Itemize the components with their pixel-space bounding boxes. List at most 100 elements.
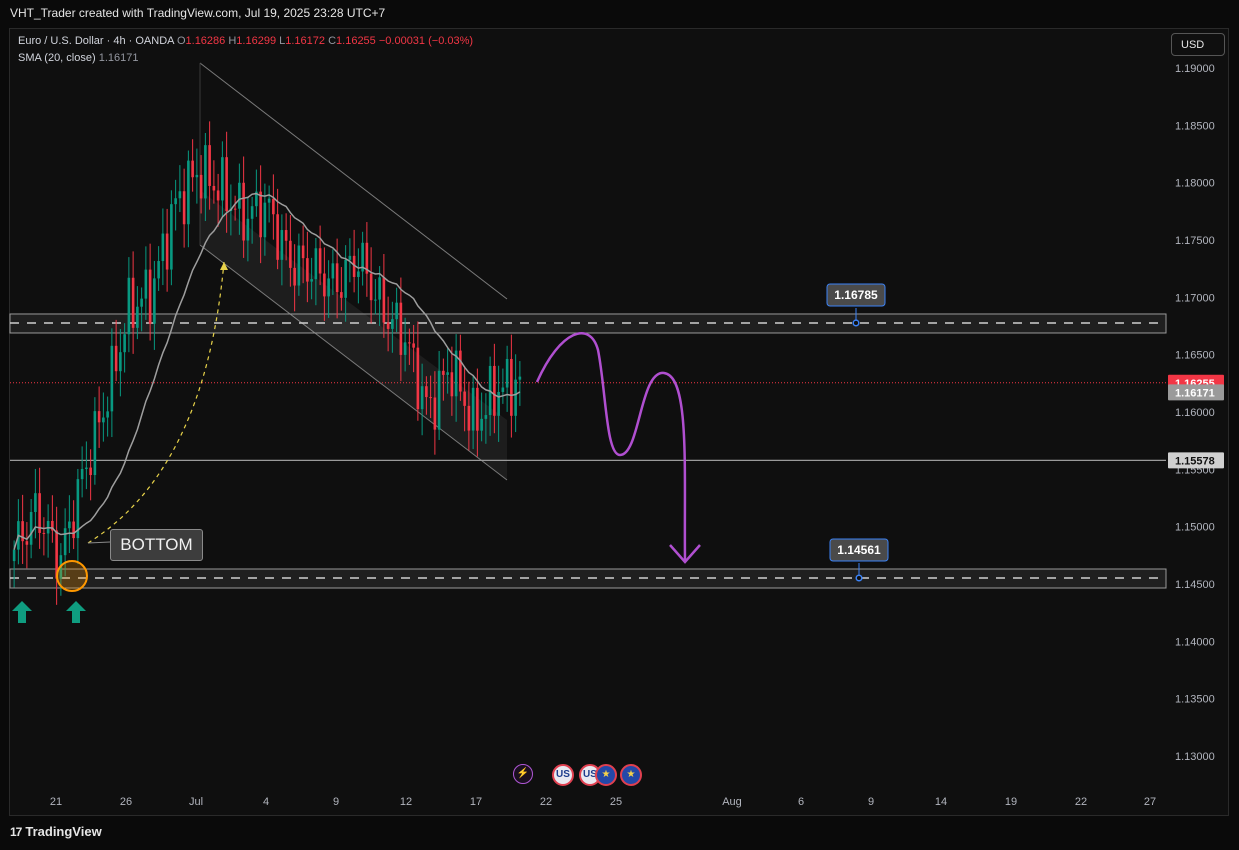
candle-body (463, 391, 466, 406)
resistance-callout-box[interactable] (826, 283, 886, 307)
candle-body (391, 319, 394, 329)
axis-price-badge-text: 1.16171 (1175, 387, 1215, 399)
channel-lower-line[interactable] (199, 244, 508, 481)
symbol-name[interactable]: Euro / U.S. Dollar · 4h · OANDA (18, 35, 174, 47)
candle-body (216, 190, 220, 201)
projection-path[interactable] (535, 331, 687, 561)
channel-upper-line[interactable] (199, 62, 508, 300)
candle-body (327, 278, 330, 297)
candle-body (331, 263, 335, 279)
time-tick-label: 22 (540, 796, 552, 808)
candle-body (85, 467, 88, 470)
candle-body (131, 277, 135, 328)
bottom-label-connector (87, 541, 111, 544)
candle-body (136, 306, 139, 328)
candle-body (416, 347, 420, 410)
candle-body (161, 233, 165, 262)
channel-fill (200, 190, 507, 480)
sma-line[interactable] (13, 192, 521, 550)
candle-body (348, 255, 352, 260)
candle-body (263, 202, 267, 238)
eu-flag-icon[interactable]: ★ (620, 764, 642, 786)
candle-body (187, 160, 190, 225)
candle-body (42, 532, 46, 534)
candle-body (480, 418, 483, 431)
resistance-callout-anchor[interactable] (852, 319, 860, 327)
candle-body (68, 521, 71, 529)
ohlc-legend: Euro / U.S. Dollar · 4h · OANDA O1.16286… (18, 35, 473, 47)
bottom-circle-marker[interactable] (56, 560, 88, 592)
tradingview-logo[interactable]: 17 TradingView (10, 824, 102, 839)
us-flag-icon[interactable]: US (552, 764, 574, 786)
candle-body (280, 230, 284, 260)
candle-body (191, 160, 194, 178)
candle-body (505, 358, 509, 388)
currency-button[interactable]: USD (1171, 33, 1225, 56)
candle-body (102, 417, 105, 423)
close-label: C (328, 35, 337, 47)
support-callout-box[interactable] (829, 538, 889, 562)
candle-body (344, 259, 347, 298)
candle-body (242, 182, 245, 241)
candle-body (204, 145, 207, 199)
candle-body (123, 334, 126, 353)
candle-body (335, 263, 339, 293)
lightning-icon[interactable]: ⚡ (513, 764, 533, 784)
support-callout-anchor[interactable] (855, 574, 863, 582)
low-label: L (279, 35, 286, 47)
candle-body (195, 174, 199, 178)
candle-body (34, 493, 37, 513)
open-label: O (176, 35, 186, 47)
time-tick-label: 26 (120, 796, 132, 808)
candle-body (454, 350, 458, 397)
eu-flag-icon[interactable]: ★ (595, 764, 617, 786)
candle-body (323, 273, 326, 297)
candle-body (63, 528, 67, 556)
bottom-annotation-label[interactable]: BOTTOM (110, 529, 203, 561)
candle-body (437, 370, 441, 430)
candle-body (467, 405, 471, 431)
axis-price-badge (1168, 452, 1224, 469)
candle-body (21, 521, 24, 542)
candle-body (153, 278, 156, 324)
candle-body (80, 469, 84, 480)
green-up-arrow-icon[interactable] (11, 600, 33, 624)
candle-body (471, 387, 475, 431)
projection-arrowhead (669, 544, 701, 564)
candle-body (148, 269, 152, 324)
sma-legend[interactable]: SMA (20, close) 1.16171 (18, 52, 138, 64)
candle-body (318, 248, 322, 274)
candle-body (306, 258, 309, 282)
tradingview-logo-icon: 17 (10, 825, 22, 839)
candle-body (484, 415, 488, 419)
candle-body (412, 343, 415, 348)
candle-body (429, 397, 432, 399)
candle-body (225, 157, 228, 212)
candle-body (459, 350, 462, 392)
candle-body (250, 206, 254, 219)
price-tick-label: 1.18500 (1175, 120, 1215, 132)
candle-body (93, 411, 97, 476)
candle-body (272, 198, 275, 215)
resistance-callout-text: 1.16785 (834, 288, 878, 302)
candle-body (255, 191, 258, 207)
candle-body (420, 386, 424, 410)
candle-body (395, 302, 398, 320)
candle-body (25, 541, 29, 545)
candle-body (114, 345, 118, 372)
price-tick-label: 1.18000 (1175, 178, 1215, 190)
candle-body (340, 292, 343, 298)
green-up-arrow-icon[interactable] (65, 600, 87, 624)
candle-body (476, 387, 479, 431)
candle-body (497, 391, 500, 416)
candle-body (365, 242, 369, 274)
candle-body (144, 269, 148, 299)
price-tick-label: 1.16000 (1175, 407, 1215, 419)
dashed-curve-arrow[interactable] (87, 261, 225, 544)
price-tick-label: 1.14500 (1175, 579, 1215, 591)
price-tick-label: 1.13500 (1175, 694, 1215, 706)
candle-body (514, 379, 517, 416)
sma-label: SMA (20, close) (18, 52, 96, 64)
candle-body (97, 411, 101, 423)
